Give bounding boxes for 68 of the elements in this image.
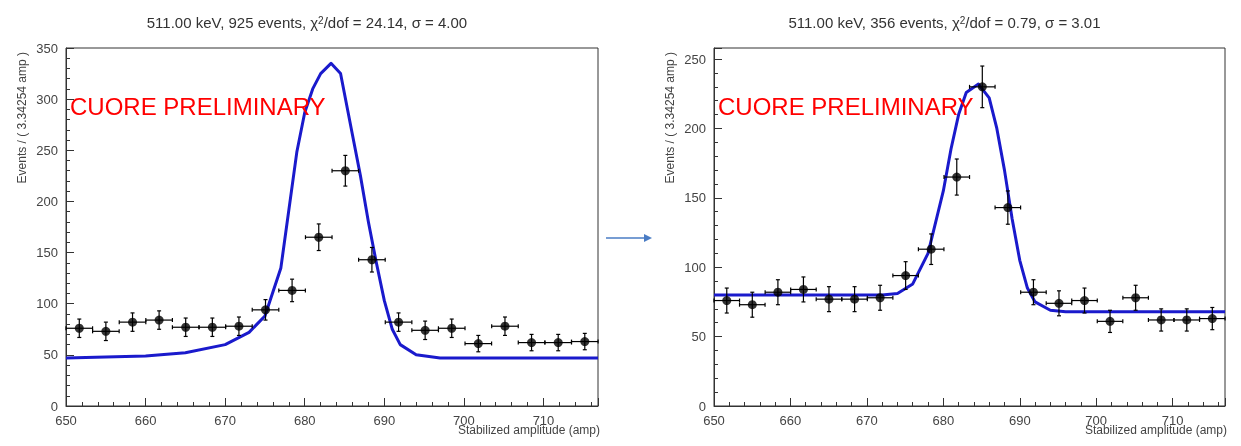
point — [261, 305, 271, 315]
x-tick-label: 660 — [134, 413, 157, 428]
point — [207, 322, 217, 332]
point — [1131, 293, 1141, 303]
y-tick-label: 200 — [684, 120, 706, 136]
point — [926, 244, 936, 254]
y-tick-label: 50 — [43, 347, 58, 363]
y-tick-label: 100 — [36, 296, 58, 312]
point — [1054, 298, 1064, 308]
point — [1182, 315, 1192, 325]
line-series — [712, 82, 1227, 314]
point — [420, 325, 430, 335]
point — [181, 322, 191, 332]
x-tick-label: 650 — [55, 413, 77, 428]
x-tick-label: 670 — [214, 413, 237, 428]
point — [128, 317, 138, 327]
point — [1156, 315, 1166, 325]
point — [101, 326, 111, 336]
point — [901, 271, 911, 281]
y-tick-label: 150 — [684, 190, 706, 206]
point — [340, 166, 350, 176]
x-tick-label: 650 — [703, 413, 725, 428]
y-tick-label: 250 — [684, 51, 706, 67]
point — [74, 323, 84, 333]
point — [798, 284, 808, 294]
x-tick-label: 690 — [373, 413, 396, 428]
point — [722, 296, 732, 306]
point — [875, 293, 885, 303]
y-tick-label: 200 — [36, 193, 58, 209]
point — [287, 285, 297, 295]
x-tick-label: 680 — [293, 413, 316, 428]
y-axis-title: Events / ( 3.34254 amp ) — [663, 52, 677, 184]
point — [314, 232, 324, 242]
point — [234, 321, 244, 331]
x-tick-label: 660 — [779, 413, 802, 428]
point — [500, 321, 510, 331]
point — [580, 337, 590, 347]
y-axis-title: Events / ( 3.34254 amp ) — [15, 52, 29, 184]
point — [952, 172, 962, 182]
point — [1080, 296, 1089, 306]
point — [850, 294, 860, 304]
point — [747, 300, 757, 310]
point — [527, 338, 537, 348]
point — [473, 339, 483, 349]
point — [977, 82, 987, 92]
point — [1207, 314, 1217, 324]
point — [1028, 287, 1038, 297]
line-series — [64, 61, 600, 360]
point — [1003, 203, 1013, 213]
y-tick-label: 150 — [36, 245, 58, 261]
y-tick-label: 300 — [36, 91, 58, 107]
point — [447, 323, 457, 333]
point — [154, 315, 164, 325]
y-tick-label: 0 — [698, 398, 706, 414]
y-tick-label: 100 — [684, 259, 706, 275]
point — [824, 294, 834, 304]
x-tick-label: 670 — [856, 413, 878, 428]
y-tick-label: 250 — [36, 142, 58, 158]
point — [367, 255, 377, 265]
point — [773, 287, 783, 297]
y-tick-label: 50 — [691, 329, 706, 345]
y-tick-label: 0 — [50, 398, 58, 414]
y-tick-label: 350 — [36, 40, 58, 56]
point — [394, 317, 404, 327]
point — [553, 338, 563, 348]
x-tick-label: 680 — [932, 413, 955, 428]
point — [1105, 316, 1115, 326]
x-tick-label: 690 — [1008, 413, 1031, 428]
